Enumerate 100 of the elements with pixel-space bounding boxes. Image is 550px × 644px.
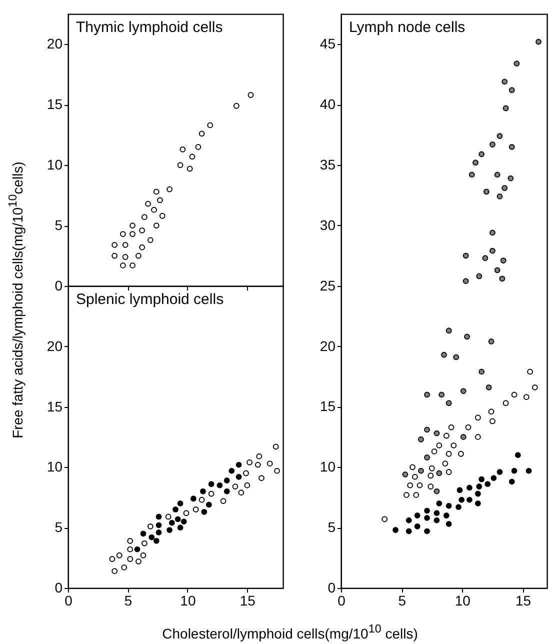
point xyxy=(428,484,434,490)
point xyxy=(112,568,118,574)
point xyxy=(434,430,440,436)
y-tick-label: 10 xyxy=(46,156,63,173)
y-tick-label: 15 xyxy=(46,96,63,112)
point xyxy=(166,186,172,192)
y-tick-label: 0 xyxy=(54,278,63,294)
chart-title: Splenic lymphoid cells xyxy=(76,291,224,308)
point xyxy=(116,552,122,558)
point xyxy=(258,475,264,482)
point xyxy=(127,546,134,552)
point xyxy=(243,470,249,476)
point xyxy=(236,462,242,468)
point xyxy=(416,482,423,488)
point xyxy=(490,248,496,254)
point xyxy=(468,172,475,178)
point xyxy=(151,206,157,213)
point xyxy=(446,400,452,406)
point xyxy=(482,255,488,262)
point xyxy=(508,175,514,182)
point xyxy=(166,527,172,533)
y-tick-label: 5 xyxy=(54,519,63,536)
point xyxy=(500,258,506,264)
point xyxy=(460,388,466,394)
point xyxy=(206,502,212,508)
point xyxy=(140,552,146,558)
point xyxy=(446,469,452,475)
point xyxy=(474,490,481,497)
point xyxy=(183,510,190,516)
y-tick-label: 35 xyxy=(320,156,336,173)
y-tick-label: 15 xyxy=(320,398,336,414)
point xyxy=(122,254,128,260)
point xyxy=(478,368,485,375)
point xyxy=(478,476,485,482)
point xyxy=(508,478,515,485)
point xyxy=(195,144,202,150)
point xyxy=(483,188,490,195)
point xyxy=(198,130,205,137)
point xyxy=(490,475,497,481)
point xyxy=(127,556,134,562)
point xyxy=(201,508,208,515)
point xyxy=(441,352,447,358)
chart-title: Lymph node cells xyxy=(349,19,466,36)
point xyxy=(147,237,154,244)
point xyxy=(189,154,196,160)
point xyxy=(502,78,508,85)
point xyxy=(443,512,450,518)
y-tick-label: 40 xyxy=(320,96,336,112)
point xyxy=(490,142,496,148)
point xyxy=(472,160,478,166)
point xyxy=(490,418,496,424)
point xyxy=(436,442,442,448)
point xyxy=(527,368,533,375)
point xyxy=(139,227,146,234)
point xyxy=(474,434,481,440)
point xyxy=(438,392,445,398)
point xyxy=(148,534,155,540)
point xyxy=(244,482,250,488)
point xyxy=(156,529,162,536)
point xyxy=(228,468,235,474)
y-tick-label: 45 xyxy=(320,36,336,52)
point xyxy=(446,521,452,527)
point xyxy=(232,484,238,490)
x-tick-label: 15 xyxy=(240,592,256,608)
point xyxy=(478,151,485,158)
point xyxy=(224,478,230,484)
point xyxy=(208,481,214,488)
point xyxy=(462,252,469,259)
point xyxy=(418,436,424,442)
point xyxy=(147,523,154,530)
point xyxy=(190,496,196,502)
point xyxy=(153,538,160,544)
point xyxy=(208,490,214,497)
point xyxy=(177,500,184,506)
y-tick-label: 10 xyxy=(320,458,336,475)
point xyxy=(488,408,494,415)
point xyxy=(424,508,430,514)
point xyxy=(424,528,430,534)
point xyxy=(532,384,538,390)
point xyxy=(180,518,187,525)
point xyxy=(446,328,452,334)
point xyxy=(198,496,205,503)
point xyxy=(266,460,273,467)
point xyxy=(236,474,242,480)
point xyxy=(476,484,482,490)
point xyxy=(165,514,172,520)
point xyxy=(130,231,136,237)
point xyxy=(466,496,472,503)
point xyxy=(216,482,223,488)
point xyxy=(248,92,254,98)
point xyxy=(458,450,464,457)
point xyxy=(112,252,118,259)
point xyxy=(120,231,126,237)
point xyxy=(139,244,146,250)
y-tick-label: 20 xyxy=(320,338,336,354)
x-tick-label: 5 xyxy=(124,592,132,608)
point xyxy=(272,444,279,450)
point xyxy=(476,273,482,280)
point xyxy=(428,472,434,479)
point xyxy=(424,426,430,433)
